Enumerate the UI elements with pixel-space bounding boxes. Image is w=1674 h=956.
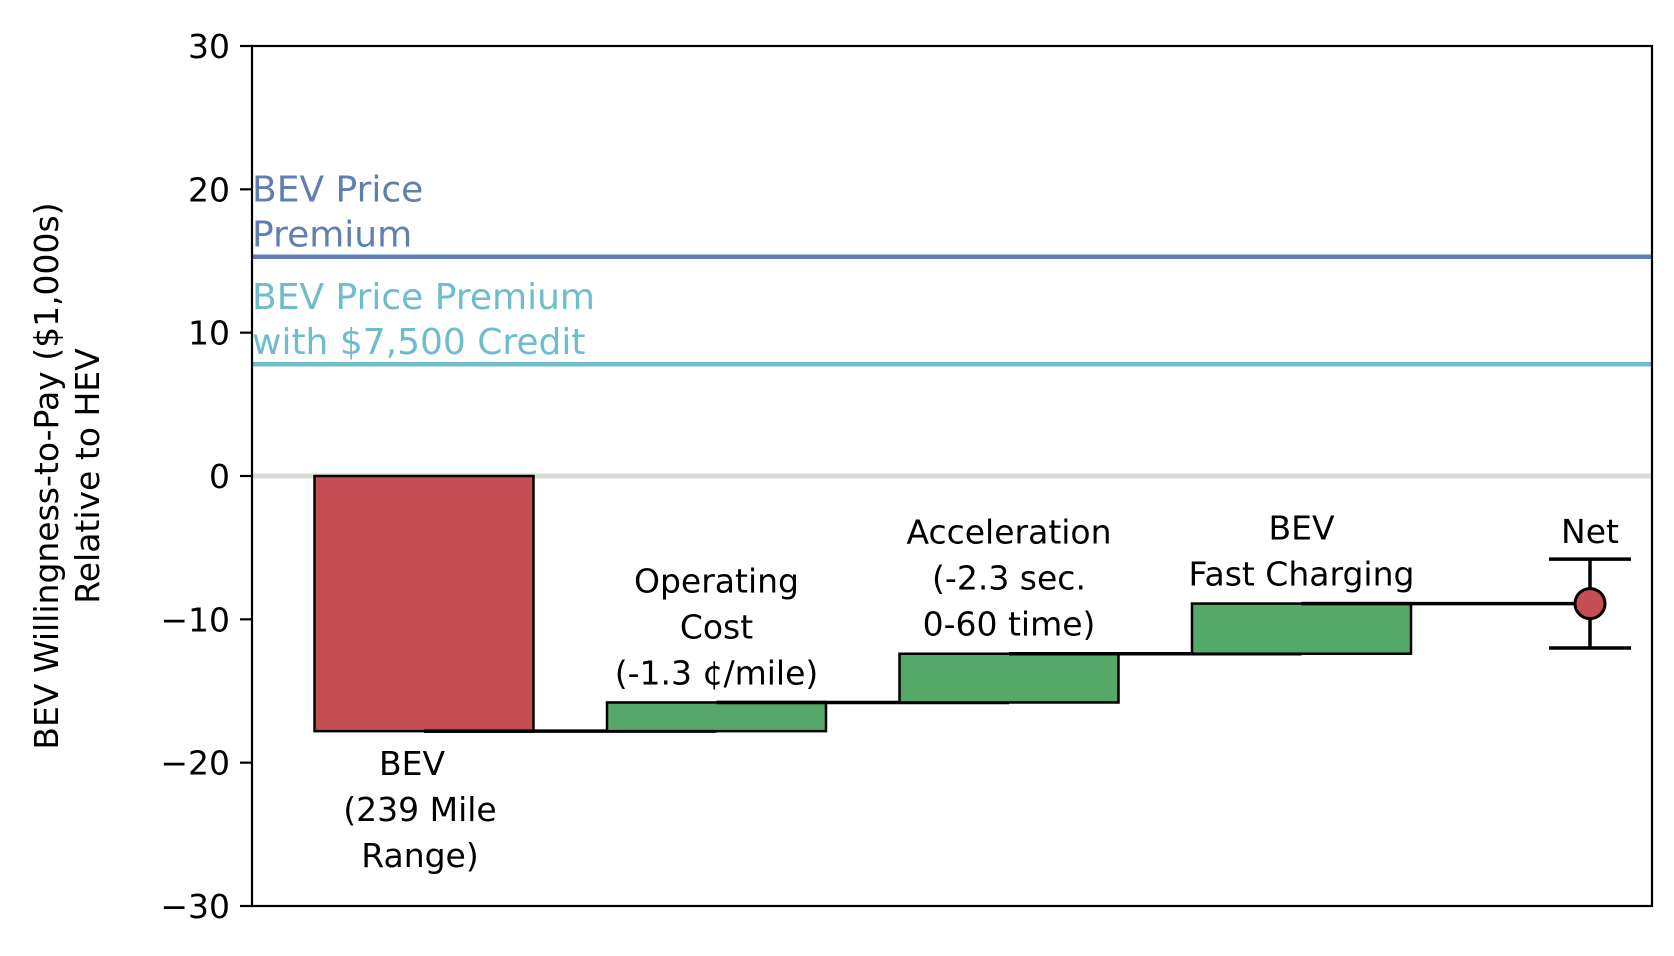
- waterfall-bar: [898, 652, 1120, 704]
- bar-label: 0-60 time): [923, 605, 1096, 644]
- net-marker: Net: [1549, 512, 1631, 650]
- bar-label: BEV: [1268, 509, 1334, 548]
- bar-label: (-1.3 ¢/mile): [615, 653, 819, 692]
- bar-label: Operating: [634, 561, 799, 600]
- y-axis-label-line-1: BEV Willingness-to-Pay ($1,000s): [27, 202, 66, 749]
- reference-line-label: Premium: [252, 215, 412, 256]
- y-tick-label: 0: [209, 457, 230, 496]
- y-tick-label: −20: [160, 744, 230, 783]
- y-tick-label: 30: [188, 27, 230, 66]
- y-tick-label: 10: [188, 314, 230, 353]
- net-point: [1573, 587, 1607, 621]
- bar-label: Acceleration: [906, 513, 1111, 552]
- bar-label: (239 Mile: [343, 790, 496, 829]
- y-axis-ticks: 30 20 10 0 −10 −20 −30: [160, 27, 252, 926]
- reference-line-label: with $7,500 Credit: [252, 322, 586, 363]
- waterfall-bars: BEV (239 Mile Range) Operating Cost (-1.3 ¢/m…: [313, 474, 1590, 875]
- reference-line-label: BEV Price: [252, 170, 423, 211]
- bar-label: Cost: [680, 607, 753, 646]
- reference-line-label: BEV Price Premium: [252, 277, 595, 318]
- bar-label: Fast Charging: [1189, 555, 1415, 594]
- bar-label: BEV: [379, 744, 445, 783]
- waterfall-bar: [313, 474, 535, 733]
- bar-label: Range): [361, 836, 478, 875]
- waterfall-bar: [1190, 602, 1413, 655]
- net-label: Net: [1561, 512, 1619, 551]
- waterfall-bar: [605, 701, 828, 733]
- bar-label: (-2.3 sec.: [932, 559, 1086, 598]
- y-tick-label: 20: [188, 170, 230, 209]
- y-axis-label-line-2: Relative to HEV: [68, 348, 107, 604]
- y-tick-label: −30: [160, 887, 230, 926]
- y-tick-label: −10: [160, 600, 230, 639]
